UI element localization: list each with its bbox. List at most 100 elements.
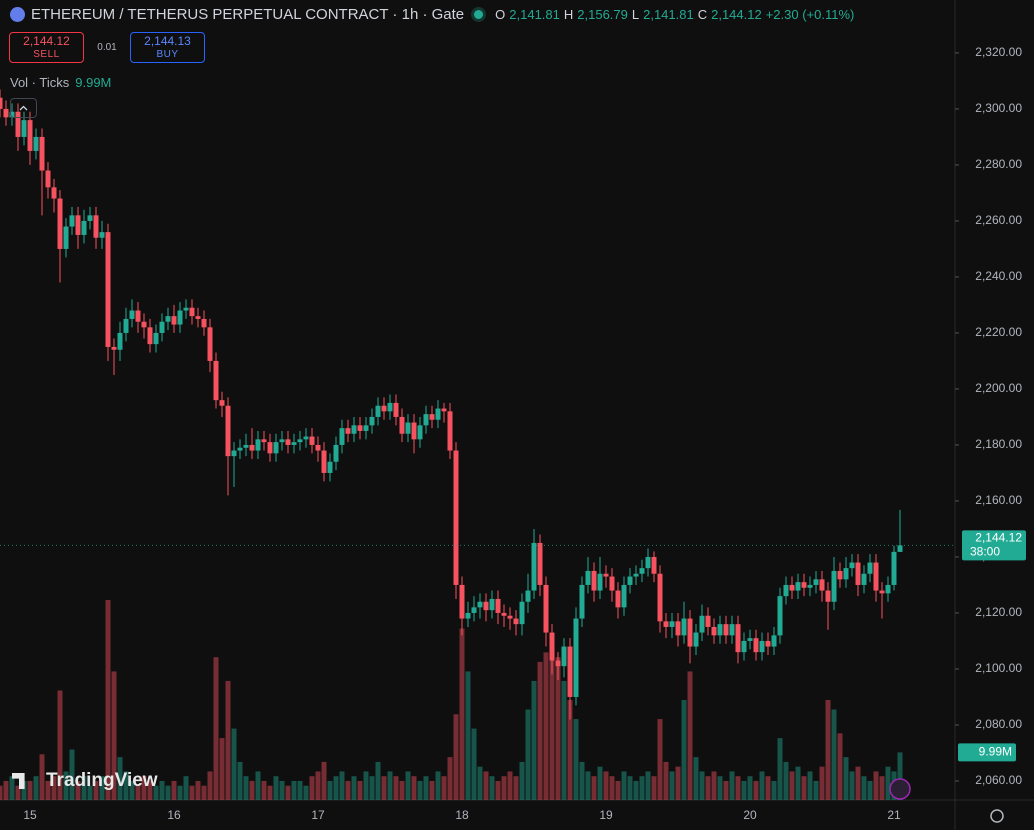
candle-body [39, 136, 45, 171]
candle-body [615, 590, 621, 608]
candle-body [129, 310, 135, 319]
candle-body [21, 120, 27, 137]
volume-bar [867, 780, 873, 800]
volume-bar [501, 776, 507, 800]
volume-bar [711, 771, 717, 800]
volume-tag-label: 9.99M [979, 745, 1012, 759]
volume-bar [705, 776, 711, 800]
volume-bar [723, 780, 729, 800]
volume-bar [591, 776, 597, 800]
candle-body [249, 444, 255, 451]
volume-bar [393, 776, 399, 800]
volume-bar [825, 700, 831, 800]
candle-body [537, 542, 543, 585]
candle-body [747, 638, 753, 641]
volume-bar [357, 780, 363, 800]
volume-bar [285, 785, 291, 800]
volume-bar [411, 776, 417, 800]
x-tick-label: 19 [599, 808, 613, 822]
volume-bar [279, 780, 285, 800]
candle-body [645, 556, 651, 569]
candle-body [177, 310, 183, 325]
candle-body [585, 570, 591, 585]
candle-body [483, 601, 489, 611]
y-tick-label: 2,220.00 [975, 325, 1022, 339]
x-tick-label: 16 [167, 808, 181, 822]
candle-body [261, 439, 267, 443]
candle-body [723, 624, 729, 636]
ohlc-value: 2,156.79 [577, 7, 628, 22]
candle-body [315, 444, 321, 451]
candle-body [213, 360, 219, 401]
candle-body [351, 425, 357, 434]
volume-bar [789, 771, 795, 800]
volume-bar [675, 766, 681, 800]
y-tick-label: 2,060.00 [975, 773, 1022, 787]
volume-bar [51, 776, 57, 800]
candle-body [867, 562, 873, 574]
candle-body [495, 598, 501, 613]
candle-body [423, 414, 429, 426]
volume-bar [621, 771, 627, 800]
volume-bar [111, 671, 117, 800]
logo-mark [12, 773, 25, 789]
trade-panel: 2,144.12 SELL 0.01 2,144.13 BUY [9, 32, 205, 63]
sell-button[interactable]: 2,144.12 SELL [9, 32, 84, 63]
volume-bar [771, 780, 777, 800]
volume-bar [525, 709, 531, 800]
volume-bar [405, 771, 411, 800]
alert-icon[interactable] [889, 778, 911, 800]
volume-bar [855, 766, 861, 800]
ohlc-value: 2,144.12 [711, 7, 762, 22]
candle-body [795, 582, 801, 591]
volume-legend: Vol · Ticks 9.99M [10, 75, 111, 90]
volume-bar [315, 771, 321, 800]
volume-bar [777, 738, 783, 800]
candle-body [897, 545, 903, 552]
candle-body [87, 215, 93, 221]
candle-body [555, 660, 561, 667]
volume-bar [15, 785, 21, 800]
buy-button[interactable]: 2,144.13 BUY [130, 32, 205, 63]
ohlc-key: O [495, 7, 506, 22]
candle-body [345, 428, 351, 434]
x-tick-label: 20 [743, 808, 757, 822]
volume-bar [267, 785, 273, 800]
candle-body [825, 590, 831, 602]
volume-bar [75, 780, 81, 800]
volume-bar [81, 776, 87, 800]
volume-bar [255, 771, 261, 800]
candle-body [309, 436, 315, 445]
candle-body [15, 111, 21, 137]
settings-icon[interactable] [990, 809, 1004, 823]
ohlc-key: C [697, 7, 708, 22]
volume-bar [687, 671, 693, 800]
ohlc-legend: O 2,141.81 H 2,156.79 L 2,141.81 C 2,144.12 … [495, 7, 854, 22]
candle-body [801, 582, 807, 588]
candle-body [453, 450, 459, 585]
candle-body [513, 618, 519, 625]
volume-bar [783, 761, 789, 800]
volume-bar [465, 671, 471, 800]
volume-bar [489, 776, 495, 800]
volume-bar [657, 719, 663, 800]
candle-body [783, 584, 789, 597]
sell-label: SELL [33, 48, 60, 60]
candle-body [0, 97, 3, 109]
logo: TradingView [12, 770, 158, 792]
volume-bar [573, 719, 579, 800]
candle-body [687, 618, 693, 647]
volume-bar [153, 785, 159, 800]
candle-body [621, 584, 627, 608]
volume-bar [519, 761, 525, 800]
candle-body [579, 584, 585, 619]
collapse-icon [19, 105, 28, 111]
candle-body [165, 316, 171, 322]
symbol-icon [10, 7, 25, 22]
volume-bar [207, 771, 213, 800]
collapse-button[interactable] [10, 98, 37, 118]
y-tick-label: 2,320.00 [975, 45, 1022, 59]
candle-body [651, 556, 657, 574]
candle-body [861, 573, 867, 585]
